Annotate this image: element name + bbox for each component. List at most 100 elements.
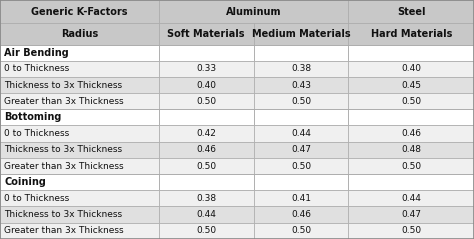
Bar: [348, 60, 474, 77]
Bar: [254, 142, 348, 158]
Bar: [0, 45, 474, 60]
Text: 0.44: 0.44: [401, 194, 421, 203]
Text: Greater than 3x Thickness: Greater than 3x Thickness: [4, 97, 124, 106]
Text: 0.48: 0.48: [401, 145, 421, 154]
Text: 0.50: 0.50: [401, 97, 421, 106]
Bar: [254, 60, 348, 77]
Bar: [348, 223, 474, 239]
Bar: [348, 0, 474, 23]
Text: 0.46: 0.46: [291, 210, 311, 219]
Text: Thickness to 3x Thickness: Thickness to 3x Thickness: [4, 81, 122, 90]
Text: 0 to Thickness: 0 to Thickness: [4, 194, 70, 203]
Text: Steel: Steel: [397, 7, 426, 16]
Bar: [0, 206, 159, 223]
Text: 0.50: 0.50: [196, 226, 216, 235]
Bar: [0, 158, 159, 174]
Bar: [159, 109, 254, 125]
Text: 0.40: 0.40: [196, 81, 216, 90]
Bar: [159, 190, 254, 206]
Bar: [0, 109, 159, 125]
Text: 0 to Thickness: 0 to Thickness: [4, 64, 70, 73]
Bar: [348, 142, 474, 158]
Text: Coining: Coining: [4, 177, 46, 187]
Text: Aluminum: Aluminum: [226, 7, 282, 16]
Bar: [0, 223, 159, 239]
Bar: [159, 45, 254, 60]
Text: Medium Materials: Medium Materials: [252, 29, 350, 39]
Text: Greater than 3x Thickness: Greater than 3x Thickness: [4, 162, 124, 171]
Bar: [348, 174, 474, 190]
Bar: [254, 223, 348, 239]
Bar: [254, 174, 348, 190]
Bar: [0, 77, 159, 93]
Bar: [254, 23, 348, 45]
Bar: [254, 109, 348, 125]
Text: 0.40: 0.40: [401, 64, 421, 73]
Bar: [348, 45, 474, 60]
Text: 0.33: 0.33: [196, 64, 216, 73]
Text: Radius: Radius: [61, 29, 98, 39]
Text: 0.43: 0.43: [291, 81, 311, 90]
Text: 0.38: 0.38: [196, 194, 216, 203]
Bar: [348, 23, 474, 45]
Bar: [159, 223, 254, 239]
Text: 0.50: 0.50: [291, 97, 311, 106]
Bar: [0, 125, 159, 142]
Bar: [159, 125, 254, 142]
Bar: [159, 0, 348, 23]
Text: 0.46: 0.46: [196, 145, 216, 154]
Text: Soft Materials: Soft Materials: [167, 29, 245, 39]
Bar: [348, 109, 474, 125]
Bar: [159, 206, 254, 223]
Text: 0.44: 0.44: [291, 129, 311, 138]
Text: 0.50: 0.50: [401, 162, 421, 171]
Bar: [159, 142, 254, 158]
Bar: [254, 190, 348, 206]
Text: 0.50: 0.50: [196, 162, 216, 171]
Bar: [0, 174, 474, 190]
Text: 0.50: 0.50: [401, 226, 421, 235]
Text: Thickness to 3x Thickness: Thickness to 3x Thickness: [4, 145, 122, 154]
Text: 0.50: 0.50: [196, 97, 216, 106]
Text: 0.38: 0.38: [291, 64, 311, 73]
Text: 0.46: 0.46: [401, 129, 421, 138]
Bar: [348, 77, 474, 93]
Bar: [159, 77, 254, 93]
Bar: [348, 93, 474, 109]
Text: 0 to Thickness: 0 to Thickness: [4, 129, 70, 138]
Bar: [159, 93, 254, 109]
Text: 0.41: 0.41: [291, 194, 311, 203]
Text: 0.44: 0.44: [196, 210, 216, 219]
Text: Generic K-Factors: Generic K-Factors: [31, 7, 128, 16]
Bar: [0, 109, 474, 125]
Bar: [254, 125, 348, 142]
Text: 0.45: 0.45: [401, 81, 421, 90]
Bar: [348, 206, 474, 223]
Text: Air Bending: Air Bending: [4, 48, 69, 58]
Bar: [0, 93, 159, 109]
Bar: [254, 206, 348, 223]
Bar: [0, 60, 159, 77]
Bar: [0, 142, 159, 158]
Bar: [159, 60, 254, 77]
Text: Hard Materials: Hard Materials: [371, 29, 452, 39]
Bar: [254, 45, 348, 60]
Bar: [0, 23, 159, 45]
Bar: [159, 174, 254, 190]
Bar: [254, 93, 348, 109]
Bar: [0, 174, 159, 190]
Bar: [0, 0, 159, 23]
Text: Bottoming: Bottoming: [4, 112, 62, 122]
Text: 0.47: 0.47: [401, 210, 421, 219]
Bar: [348, 190, 474, 206]
Text: 0.50: 0.50: [291, 226, 311, 235]
Bar: [254, 158, 348, 174]
Text: 0.42: 0.42: [196, 129, 216, 138]
Text: 0.50: 0.50: [291, 162, 311, 171]
Bar: [348, 125, 474, 142]
Bar: [159, 23, 254, 45]
Bar: [254, 77, 348, 93]
Bar: [0, 190, 159, 206]
Bar: [348, 158, 474, 174]
Text: Greater than 3x Thickness: Greater than 3x Thickness: [4, 226, 124, 235]
